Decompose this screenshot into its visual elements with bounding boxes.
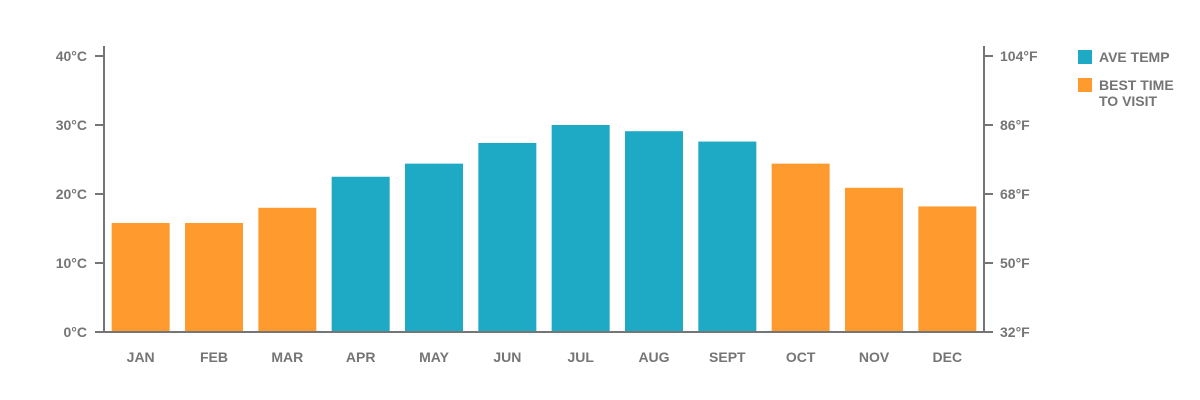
- bars-group: [111, 125, 977, 332]
- y-tick-label-right: 50°F: [1000, 255, 1030, 271]
- y-tick-label-right: 32°F: [1000, 324, 1030, 340]
- legend-swatch-1: [1078, 78, 1092, 92]
- legend-swatch-0: [1078, 50, 1092, 64]
- x-tick-label-nov: NOV: [859, 349, 890, 365]
- bar-apr: [331, 176, 390, 332]
- bar-sept: [698, 141, 757, 332]
- y-tick-label-right: 86°F: [1000, 117, 1030, 133]
- x-tick-label-aug: AUG: [638, 349, 669, 365]
- x-tick-label-jan: JAN: [127, 349, 155, 365]
- x-tick-label-dec: DEC: [933, 349, 963, 365]
- bar-oct: [771, 163, 830, 332]
- y-tick-label-left: 30°C: [56, 117, 87, 133]
- y-tick-label-left: 0°C: [64, 324, 88, 340]
- x-tick-label-sept: SEPT: [709, 349, 746, 365]
- y-tick-label-left: 40°C: [56, 48, 87, 64]
- y-tick-label-left: 20°C: [56, 186, 87, 202]
- bar-jun: [478, 142, 537, 332]
- legend-label-0-0: AVE TEMP: [1099, 49, 1170, 65]
- y-tick-label-right: 68°F: [1000, 186, 1030, 202]
- legend-label-1-0: BEST TIME: [1099, 77, 1174, 93]
- x-tick-label-oct: OCT: [786, 349, 816, 365]
- y-tick-label-left: 10°C: [56, 255, 87, 271]
- bar-feb: [185, 222, 243, 332]
- y-tick-label-right: 104°F: [1000, 48, 1038, 64]
- x-tick-label-may: MAY: [419, 349, 449, 365]
- legend-label-1-1: TO VISIT: [1099, 93, 1158, 109]
- bar-may: [405, 163, 463, 332]
- x-tick-label-feb: FEB: [200, 349, 228, 365]
- bar-mar: [258, 207, 317, 332]
- bar-jul: [551, 125, 610, 332]
- x-tick-label-mar: MAR: [271, 349, 303, 365]
- x-tick-label-jul: JUL: [567, 349, 594, 365]
- axes-group: JAN FEB MAR APR MAY JUN JUL AUG SEPT OCT NOV DEC 0°C…: [56, 46, 1038, 365]
- bar-jan: [111, 222, 170, 332]
- bar-aug: [625, 131, 683, 332]
- bar-dec: [918, 206, 977, 332]
- bar-nov: [845, 187, 903, 332]
- x-tick-label-jun: JUN: [493, 349, 521, 365]
- x-tick-label-apr: APR: [346, 349, 376, 365]
